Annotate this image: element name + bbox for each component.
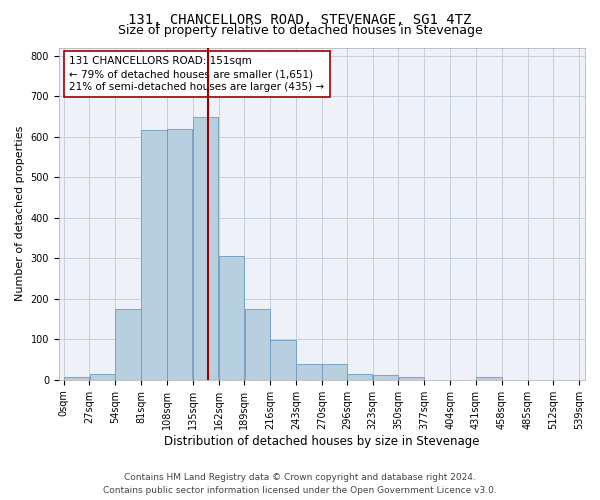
Bar [219,256,244,380]
Bar [193,117,218,380]
Bar [115,309,141,380]
Bar [64,377,89,380]
Text: Contains HM Land Registry data © Crown copyright and database right 2024.
Contai: Contains HM Land Registry data © Crown c… [103,474,497,495]
Text: 131, CHANCELLORS ROAD, STEVENAGE, SG1 4TZ: 131, CHANCELLORS ROAD, STEVENAGE, SG1 4T… [128,12,472,26]
Bar [141,130,167,380]
Bar [89,374,115,380]
Bar [373,375,398,380]
Y-axis label: Number of detached properties: Number of detached properties [15,126,25,302]
X-axis label: Distribution of detached houses by size in Stevenage: Distribution of detached houses by size … [164,434,479,448]
Bar [245,310,270,380]
Bar [322,364,347,380]
Bar [398,377,424,380]
Bar [476,378,502,380]
Bar [296,364,322,380]
Bar [347,374,373,380]
Text: Size of property relative to detached houses in Stevenage: Size of property relative to detached ho… [118,24,482,37]
Bar [271,340,296,380]
Text: 131 CHANCELLORS ROAD: 151sqm
← 79% of detached houses are smaller (1,651)
21% of: 131 CHANCELLORS ROAD: 151sqm ← 79% of de… [70,56,325,92]
Bar [167,128,193,380]
